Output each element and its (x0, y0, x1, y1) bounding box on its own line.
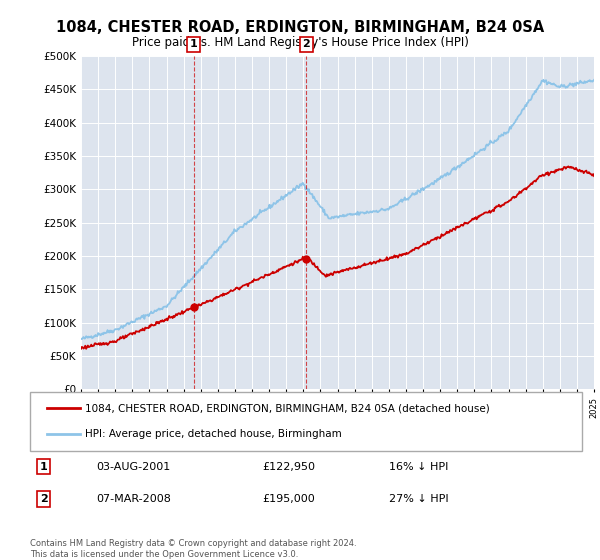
Text: 1084, CHESTER ROAD, ERDINGTON, BIRMINGHAM, B24 0SA (detached house): 1084, CHESTER ROAD, ERDINGTON, BIRMINGHA… (85, 403, 490, 413)
Text: 07-MAR-2008: 07-MAR-2008 (96, 494, 171, 504)
Text: HPI: Average price, detached house, Birmingham: HPI: Average price, detached house, Birm… (85, 430, 342, 440)
Text: This data is licensed under the Open Government Licence v3.0.: This data is licensed under the Open Gov… (30, 550, 298, 559)
Text: 2: 2 (302, 39, 310, 49)
Text: 03-AUG-2001: 03-AUG-2001 (96, 461, 170, 472)
FancyBboxPatch shape (30, 392, 582, 451)
Text: 1084, CHESTER ROAD, ERDINGTON, BIRMINGHAM, B24 0SA: 1084, CHESTER ROAD, ERDINGTON, BIRMINGHA… (56, 20, 544, 35)
Text: 1: 1 (40, 461, 47, 472)
Text: 27% ↓ HPI: 27% ↓ HPI (389, 494, 448, 504)
Text: 16% ↓ HPI: 16% ↓ HPI (389, 461, 448, 472)
Text: Contains HM Land Registry data © Crown copyright and database right 2024.: Contains HM Land Registry data © Crown c… (30, 539, 356, 548)
Text: £122,950: £122,950 (262, 461, 315, 472)
Text: £195,000: £195,000 (262, 494, 314, 504)
Text: Price paid vs. HM Land Registry's House Price Index (HPI): Price paid vs. HM Land Registry's House … (131, 36, 469, 49)
Text: 2: 2 (40, 494, 47, 504)
Text: 1: 1 (190, 39, 197, 49)
